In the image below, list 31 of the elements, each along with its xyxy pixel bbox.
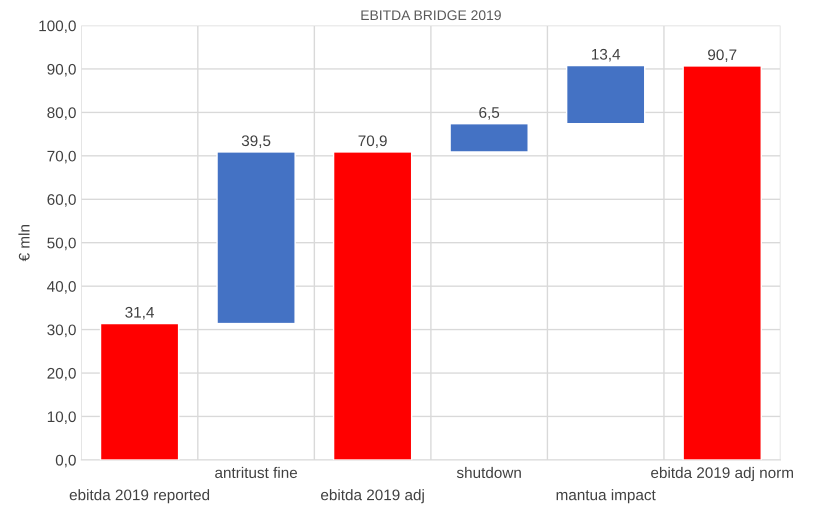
x-tick-label: mantua impact <box>556 489 656 504</box>
x-tick-label: antritust fine <box>215 466 298 478</box>
y-tick-label: 70,0 <box>47 150 76 164</box>
bar <box>100 322 180 460</box>
x-tick-label: ebitda 2019 adj norm <box>651 466 793 482</box>
y-tick-label: 20,0 <box>47 368 76 381</box>
bar <box>449 123 529 153</box>
y-tick-label: 0,0 <box>56 454 76 468</box>
bar <box>216 151 296 324</box>
x-tick-label: ebitda 2019 reported <box>70 489 210 504</box>
data-label: 6,5 <box>479 107 500 120</box>
x-tick-label: ebitda 2019 adj <box>321 489 424 504</box>
data-label: 31,4 <box>125 306 154 320</box>
data-label: 90,7 <box>708 49 736 62</box>
bar <box>332 151 412 460</box>
y-tick-label: 30,0 <box>47 324 76 338</box>
data-label: 39,5 <box>242 135 270 148</box>
y-tick-label: 50,0 <box>47 238 76 250</box>
bar <box>682 65 762 460</box>
data-label: 70,9 <box>358 135 387 148</box>
y-axis-title: € mln <box>18 225 30 262</box>
chart-title: EBITDA BRIDGE 2019 <box>361 10 501 20</box>
y-tick-label: 100,0 <box>39 20 76 34</box>
y-tick-label: 60,0 <box>47 194 76 207</box>
data-label: 13,4 <box>592 48 620 62</box>
y-tick-label: 10,0 <box>48 411 76 424</box>
y-tick-label: 90,0 <box>47 64 76 76</box>
y-tick-label: 80,0 <box>47 107 76 120</box>
y-tick-label: 40,0 <box>47 281 76 294</box>
bar <box>566 64 646 124</box>
x-tick-label: shutdown <box>456 466 521 478</box>
